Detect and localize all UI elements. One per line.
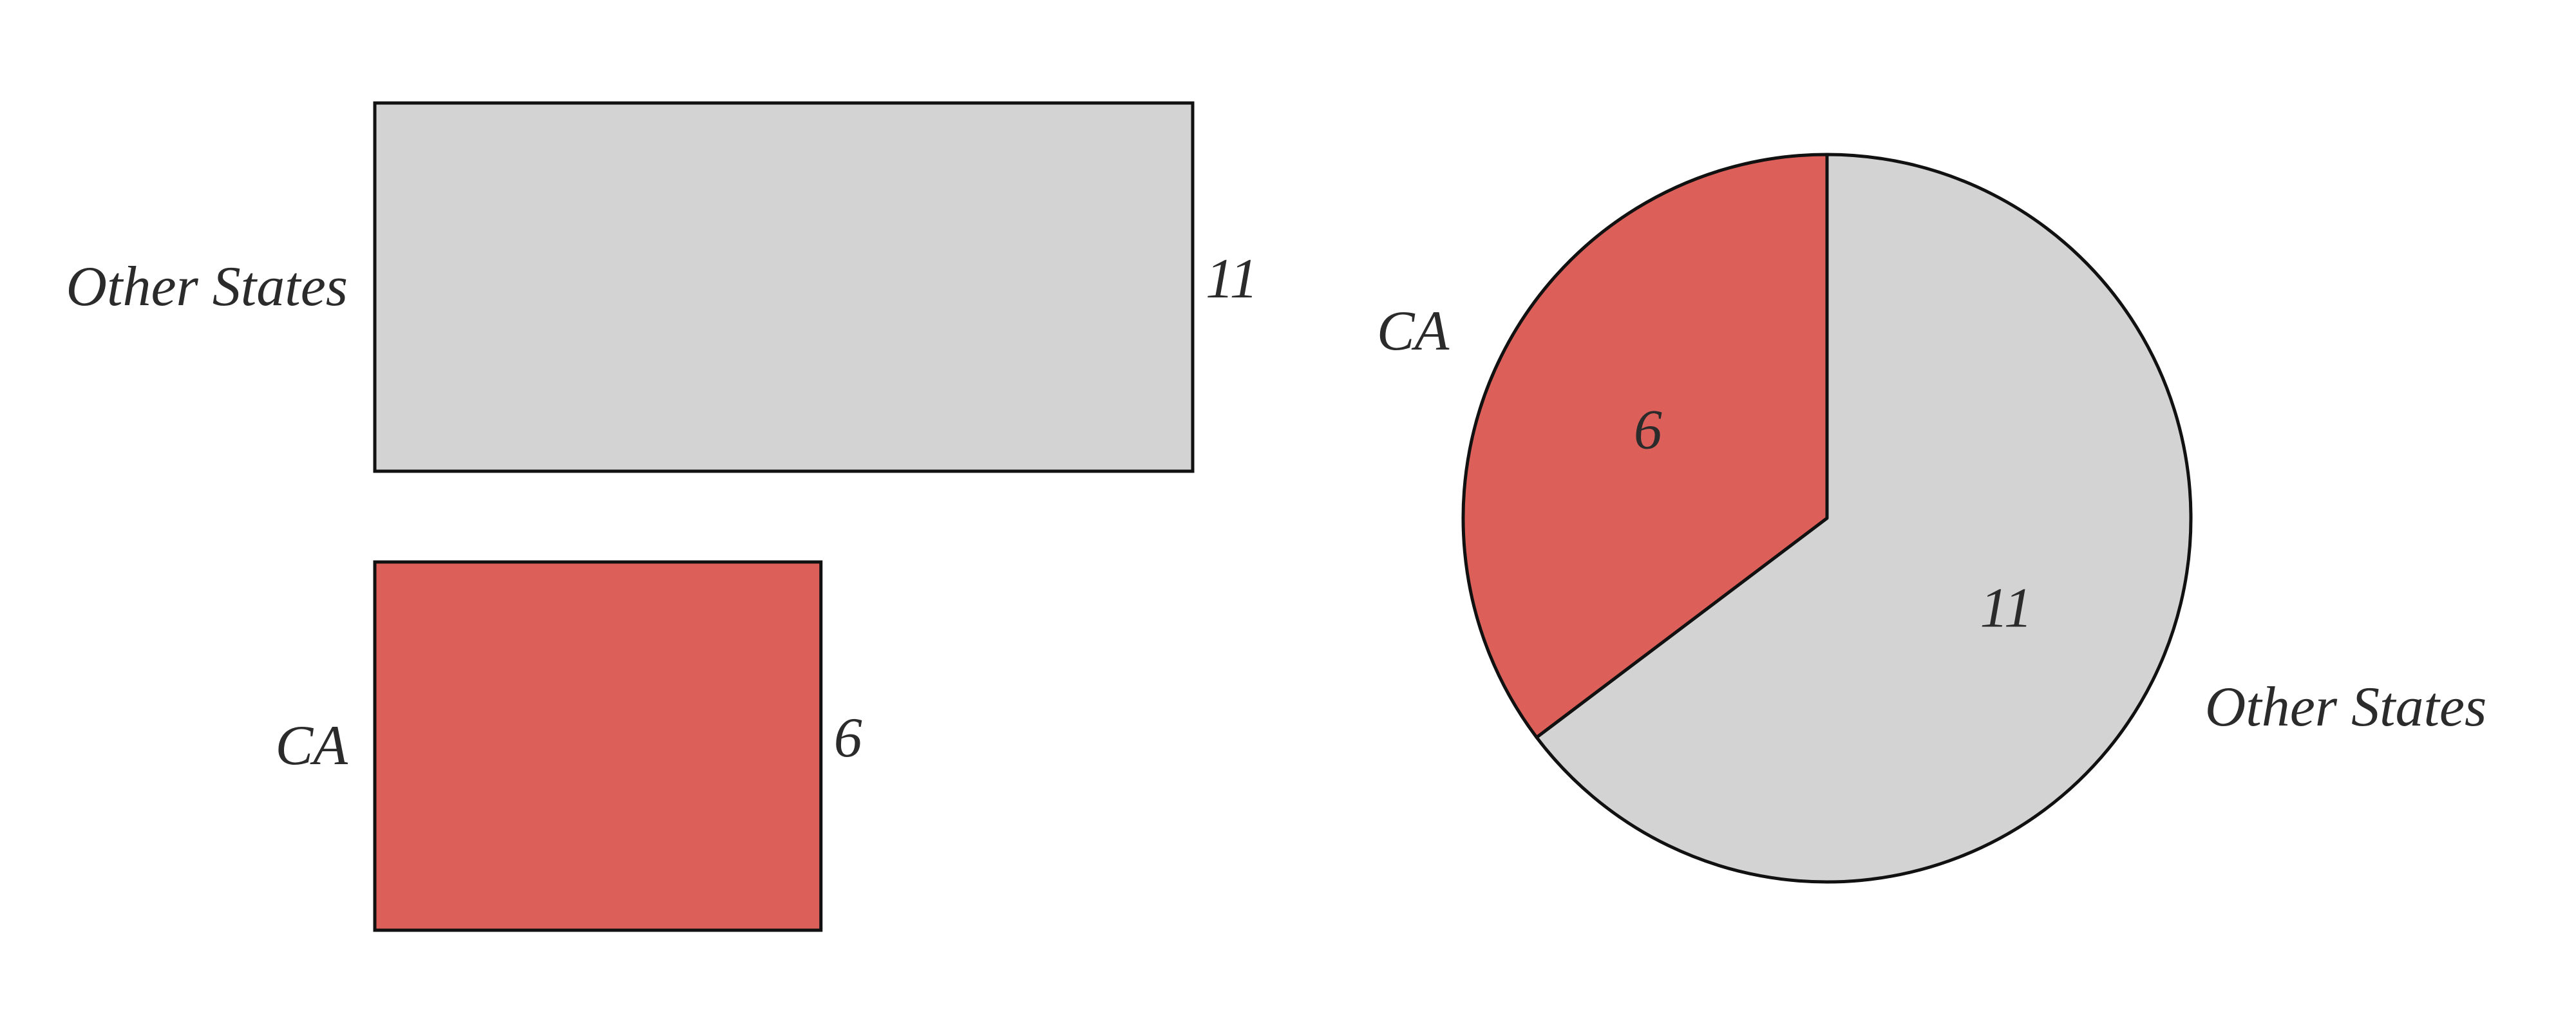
bar-category-label-ca: CA — [276, 715, 349, 777]
pie-label-other-states: Other States — [2205, 676, 2487, 738]
bar-other-states — [373, 101, 1195, 473]
bar-category-label-other-states: Other States — [66, 256, 348, 318]
pie-slice-other-states — [1535, 153, 2193, 884]
pie-value-label-ca: 6 — [1634, 398, 1662, 461]
pie-label-ca: CA — [1377, 300, 1450, 362]
bar-chart: Other States 11 CA 6 — [66, 101, 1258, 932]
bar-ca — [373, 560, 823, 932]
bar-value-label-other-states: 11 — [1206, 248, 1258, 310]
pie-value-label-other-states: 11 — [1980, 577, 2032, 640]
pie-chart: CA 6 Other States 11 — [1377, 153, 2487, 884]
bar-value-label-ca: 6 — [834, 707, 862, 769]
pie-slice-ca — [1461, 153, 1829, 739]
